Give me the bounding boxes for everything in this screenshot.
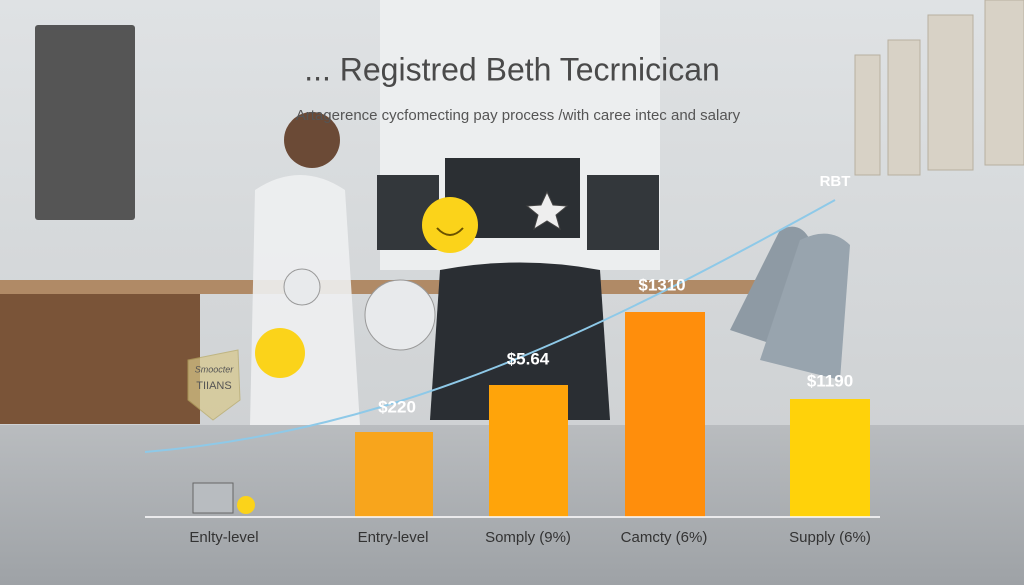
badge (187, 349, 241, 421)
smiley-icon (422, 197, 478, 253)
trend-line (144, 199, 836, 453)
bar-label: $1190 (807, 371, 853, 390)
bar (355, 432, 433, 517)
frame (927, 14, 974, 171)
badge-text: TIIANS (196, 380, 231, 392)
category-label: Entry-level (358, 529, 429, 546)
dollar-icon (283, 268, 321, 306)
bar-label: $1310 (638, 275, 685, 294)
category-label: Enlty-level (189, 529, 258, 546)
category-label: Camcty (6%) (621, 529, 708, 546)
badge-text: Smoocter (195, 364, 235, 374)
frame (887, 39, 921, 176)
monitor (587, 175, 659, 250)
bar (625, 312, 705, 517)
frame (984, 0, 1024, 166)
lock-icon (255, 328, 305, 378)
bar-label: $220 (378, 397, 416, 416)
office-chair (760, 233, 850, 380)
frame (854, 54, 881, 176)
person-head (284, 112, 340, 168)
title: ... Registred Beth Tecrnicican (304, 51, 720, 87)
monitor (35, 25, 135, 220)
coin-icon (237, 496, 255, 514)
star-icon (525, 190, 569, 231)
category-label: Supply (6%) (789, 529, 871, 546)
desk-cabinet (0, 294, 200, 424)
bar (790, 399, 870, 517)
smiley-mouth (436, 227, 464, 236)
trend-label: RBT (820, 173, 851, 190)
subtitle: Artagerence cycfomecting pay process /wi… (296, 107, 741, 124)
heart-icon (364, 279, 436, 351)
bar-label: $5.64 (507, 349, 550, 368)
category-label: Somply (9%) (485, 529, 571, 546)
chair (430, 262, 610, 420)
books-icon (192, 482, 234, 514)
bar (489, 385, 568, 517)
